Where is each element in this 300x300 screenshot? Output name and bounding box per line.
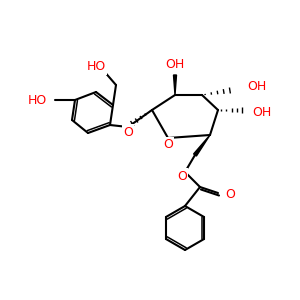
Polygon shape xyxy=(194,135,210,156)
Text: O: O xyxy=(225,188,235,200)
Text: OH: OH xyxy=(165,58,184,71)
Text: OH: OH xyxy=(252,106,271,118)
Text: O: O xyxy=(177,169,187,182)
Text: HO: HO xyxy=(28,94,47,106)
Text: HO: HO xyxy=(86,61,106,74)
Polygon shape xyxy=(173,75,176,95)
Text: OH: OH xyxy=(247,80,266,94)
Text: O: O xyxy=(163,139,173,152)
Text: O: O xyxy=(123,125,133,139)
